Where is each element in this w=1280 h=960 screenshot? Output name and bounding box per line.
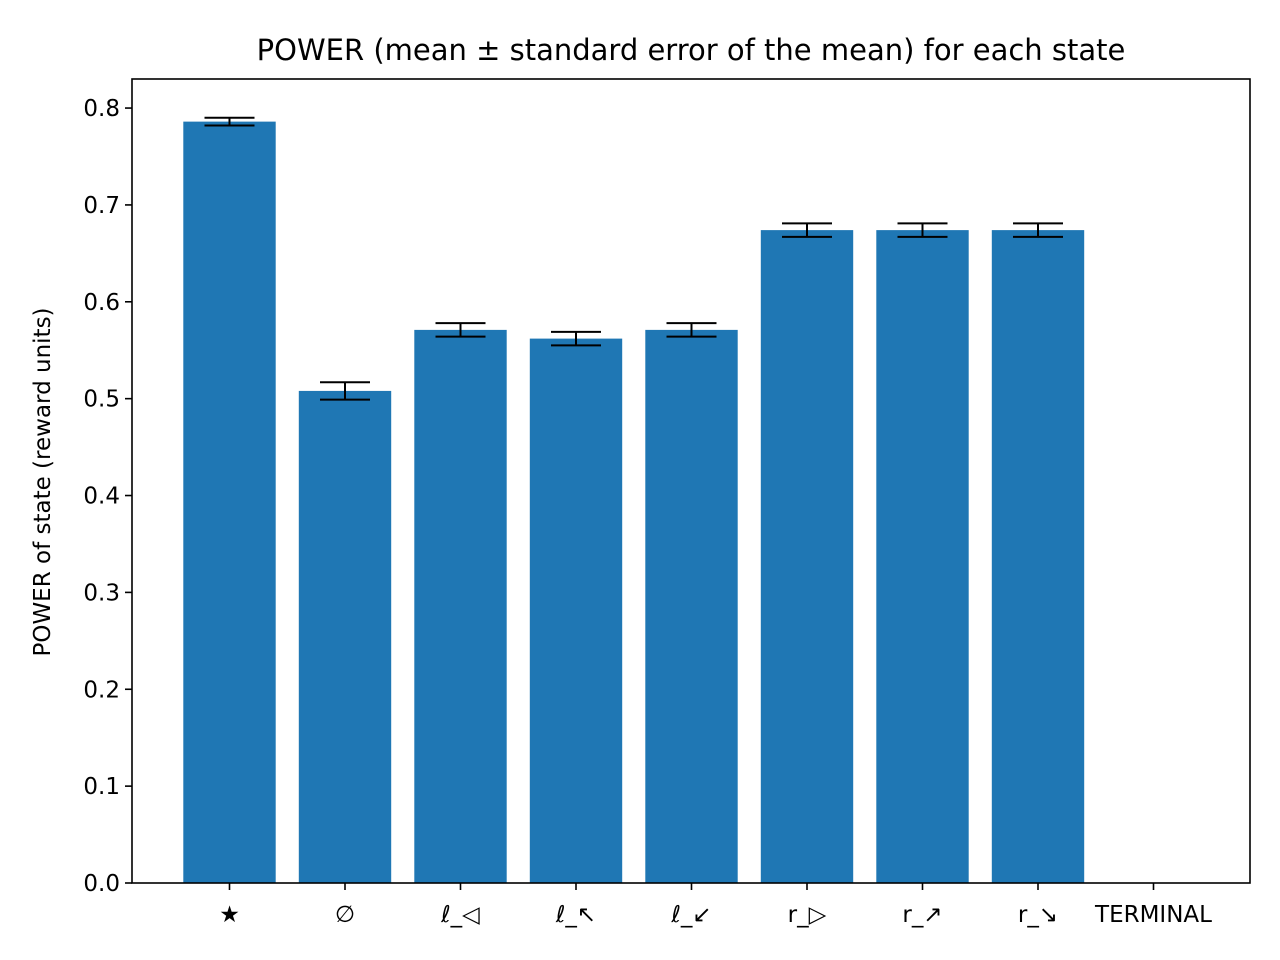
error-bar-3 [551,330,601,347]
y-tick-label: 0.3 [83,580,120,606]
y-tick-label: 0.8 [83,96,120,122]
y-tick-label: 0.0 [83,871,120,897]
bar-7 [991,230,1085,883]
error-bar-7 [1013,222,1063,238]
error-bar-4 [666,322,717,338]
bar-0 [183,121,276,883]
x-tick-label: ℓ_◁ [440,902,480,928]
y-tick-label: 0.1 [83,774,120,800]
bar-3 [529,338,623,883]
y-tick-label: 0.2 [83,677,120,703]
bar-1 [298,390,392,883]
x-tick-label: ℓ_↖ [555,902,596,928]
y-axis-label: POWER of state (reward units) [30,307,56,656]
chart-title: POWER (mean ± standard error of the mean… [257,33,1126,67]
x-tick-label: ∅ [335,902,355,928]
y-tick-label: 0.7 [83,193,120,219]
bar-5 [760,230,854,883]
error-bars-group [204,116,1063,401]
x-tick-label: ★ [219,902,240,928]
x-tick-label: r_↘ [1018,902,1058,928]
error-bar-6 [897,222,948,238]
x-tick-label: ℓ_↙ [670,902,711,928]
bar-6 [876,230,969,883]
plot-frame [131,78,1251,884]
bar-2 [414,329,507,884]
y-tick-label: 0.6 [83,290,120,316]
error-bar-1 [320,381,370,401]
x-tick-label: TERMINAL [1094,902,1212,928]
bar-4 [645,329,738,884]
error-bar-0 [204,116,255,127]
bars-group [183,121,1085,884]
y-axis-ticks: 0.0 0.1 0.2 0.3 0.4 0.5 0.6 0.7 0.8 [83,96,132,897]
y-tick-label: 0.5 [83,387,120,413]
x-tick-label: r_▷ [788,902,827,928]
x-axis-ticks: ★ ∅ ℓ_◁ ℓ_↖ ℓ_↙ r_▷ r_↗ r_↘ TERMINAL [219,883,1212,928]
y-tick-label: 0.4 [83,484,120,510]
x-tick-label: r_↗ [902,902,942,928]
error-bar-2 [435,322,486,338]
error-bar-5 [782,222,832,238]
